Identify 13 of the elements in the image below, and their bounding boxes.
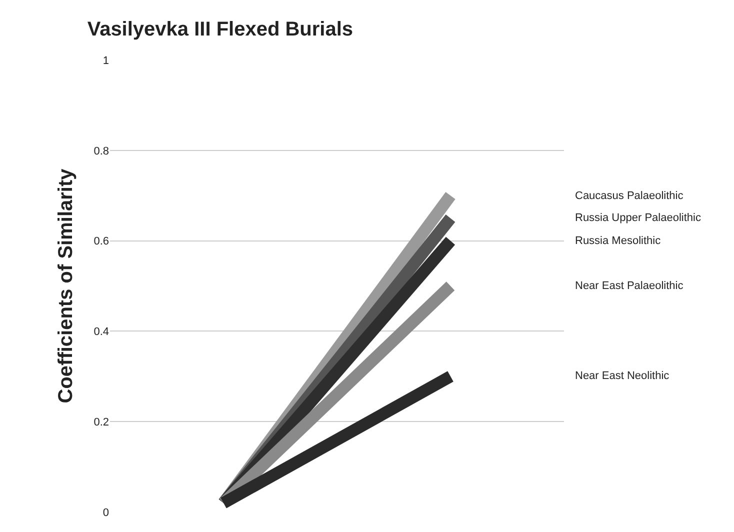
- y-tick-label: 0.2: [94, 416, 109, 428]
- text: Russia Upper Palaeolithic: [575, 212, 702, 224]
- y-tick-label: 0.6: [94, 236, 109, 248]
- text: Caucasus Palaeolithic: [575, 190, 684, 202]
- text: Near East Palaeolithic: [575, 280, 684, 292]
- y-tick-label: 0.4: [94, 326, 109, 338]
- chart-title: Vasilyevka III Flexed Burials: [87, 18, 354, 40]
- y-axis-title: Coefficients of Similarity: [55, 168, 78, 404]
- y-tick-label: 0.8: [94, 145, 109, 158]
- text: Near East Neolithic: [575, 370, 670, 382]
- y-tick-label: 1: [102, 54, 109, 67]
- text: Russia Mesolithic: [575, 235, 662, 247]
- y-tick-label: 0: [102, 506, 109, 519]
